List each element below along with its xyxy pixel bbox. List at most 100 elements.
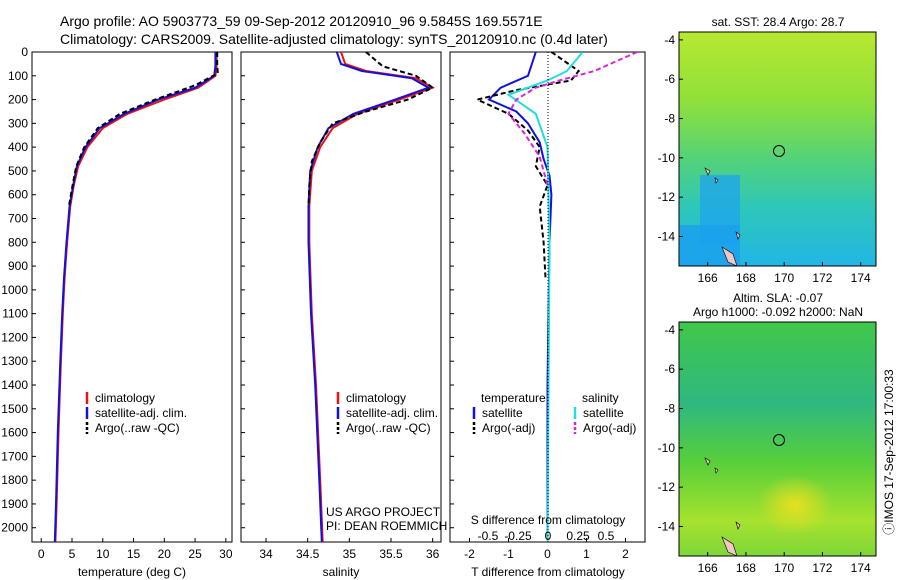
lon-tick-label: 170 <box>774 561 794 575</box>
lat-tick-label: -14 <box>658 520 676 534</box>
series-satellite-adj <box>53 52 217 542</box>
depth-tick-label: 700 <box>8 212 28 226</box>
lat-tick-label: -6 <box>664 72 675 86</box>
depth-tick-label: 2000 <box>1 521 28 535</box>
lat-tick-label: -6 <box>664 362 675 376</box>
s-diff-tick-label: 0 <box>545 529 552 543</box>
depth-axis: 0 100 200 300 400 500 600 700 800 900 1000 1100 1200… <box>1 45 454 535</box>
x-tick-label: 0 <box>544 547 551 561</box>
legend-climatology: climatology <box>95 391 155 405</box>
series-temp-argo <box>474 52 581 279</box>
series-satellite-adj <box>307 52 431 542</box>
lon-tick-label: 170 <box>774 271 794 285</box>
legend-satellite: satellite-adj. clim. <box>95 406 187 420</box>
legend-climatology: climatology <box>346 391 406 405</box>
lon-tick-label: 174 <box>851 271 871 285</box>
depth-tick-label: 1500 <box>1 402 28 416</box>
argo-location-marker <box>773 434 785 446</box>
series-sal-argo <box>507 52 638 186</box>
s-difference-label: S difference from climatology <box>471 513 626 527</box>
argo-location-marker <box>773 145 785 157</box>
depth-tick-label: 1100 <box>2 307 28 321</box>
map-top-frame <box>678 31 877 267</box>
series-argo <box>67 52 219 207</box>
lat-tick-label: -10 <box>658 441 676 455</box>
x-tick-label: 35 <box>343 547 357 561</box>
map-top-axes: -4 -6 -8 -10 -12 -14 166 168 170 172 174 <box>658 33 871 285</box>
salinity-panel-frame <box>240 51 442 543</box>
x-tick-label: -2 <box>464 547 475 561</box>
lon-tick-label: 166 <box>698 561 718 575</box>
salinity-series <box>307 52 436 542</box>
lon-tick-label: 172 <box>812 561 832 575</box>
map-bottom: -4 -6 -8 -10 -12 -14 166 168 170 172 174 <box>658 321 877 575</box>
series-argo <box>307 52 435 207</box>
map-bottom-title-line2: Argo h1000: -0.092 h2000: NaN <box>693 305 863 319</box>
salinity-x-axis: 34 34.5 35 35.5 36 <box>259 538 440 561</box>
legend-sal-argo: Argo(-adj) <box>583 421 636 435</box>
credit-pi: PI: DEAN ROEMMICH <box>326 519 447 533</box>
legend-argo: Argo(..raw -QC) <box>95 421 180 435</box>
difference-legend: temperature salinity satellite Argo(-adj… <box>472 391 636 435</box>
series-climatology <box>54 52 218 542</box>
depth-tick-label: 1800 <box>1 473 28 487</box>
x-tick-label: -1 <box>503 547 514 561</box>
x-tick-label: 10 <box>96 547 110 561</box>
map-bottom-frame <box>678 321 877 557</box>
x-tick-label: 2 <box>622 547 629 561</box>
lat-tick-label: -4 <box>664 33 675 47</box>
imos-timestamp: ⓘIMOS 17-Sep-2012 17:00:33 <box>882 369 896 535</box>
depth-tick-label: 1600 <box>1 426 28 440</box>
x-tick-label: 30 <box>219 547 233 561</box>
x-tick-label: 20 <box>158 547 172 561</box>
island-icon <box>704 457 741 530</box>
s-difference-ticks: -0.5 -0.25 0 0.25 0.5 <box>478 529 615 543</box>
depth-tick-label: 600 <box>8 188 28 202</box>
x-tick-label: 5 <box>69 547 76 561</box>
lat-tick-label: -12 <box>658 190 676 204</box>
temperature-legend: climatology satellite-adj. clim. Argo(..… <box>85 391 187 435</box>
lat-tick-label: -4 <box>664 323 675 337</box>
legend-sal-satellite: satellite <box>583 406 624 420</box>
depth-tick-label: 400 <box>8 140 28 154</box>
sla-high-spot <box>757 475 833 535</box>
plot-title-line2: Climatology: CARS2009. Satellite-adjuste… <box>60 31 608 47</box>
depth-tick-label: 1400 <box>1 378 28 392</box>
lat-tick-label: -14 <box>658 230 676 244</box>
series-climatology <box>308 52 436 542</box>
s-diff-tick-label: 0.25 <box>566 529 590 543</box>
salinity-x-label: salinity <box>323 565 360 579</box>
series-temp-satellite <box>487 52 553 542</box>
depth-tick-label: 0 <box>21 45 28 59</box>
lon-tick-label: 168 <box>736 561 756 575</box>
x-tick-label: 25 <box>188 547 202 561</box>
depth-tick-label: 200 <box>8 93 28 107</box>
s-diff-tick-label: -0.5 <box>478 529 499 543</box>
x-tick-label: 34 <box>259 547 273 561</box>
x-tick-label: 36 <box>426 547 440 561</box>
depth-tick-label: 300 <box>8 116 28 130</box>
salinity-legend: climatology satellite-adj. clim. Argo(..… <box>326 391 447 533</box>
depth-tick-label: 1700 <box>1 449 28 463</box>
depth-tick-label: 1900 <box>1 497 28 511</box>
temperature-x-label: temperature (deg C) <box>78 565 186 579</box>
legend-argo: Argo(..raw -QC) <box>346 421 431 435</box>
credit-project: US ARGO PROJECT <box>326 505 441 519</box>
lon-tick-label: 166 <box>698 271 718 285</box>
difference-x-label: T difference from climatology <box>471 565 625 579</box>
depth-tick-label: 1000 <box>1 283 28 297</box>
lat-tick-label: -12 <box>658 480 676 494</box>
s-diff-tick-label: 0.5 <box>598 529 615 543</box>
x-tick-label: 1 <box>583 547 590 561</box>
temperature-panel-frame <box>31 51 233 543</box>
depth-tick-label: 1200 <box>1 330 28 344</box>
temperature-series <box>53 52 219 542</box>
lat-tick-label: -8 <box>664 402 675 416</box>
plot-title-line1: Argo profile: AO 5903773_59 09-Sep-2012 … <box>60 13 543 29</box>
lat-tick-label: -8 <box>664 112 675 126</box>
legend-satellite: satellite-adj. clim. <box>346 406 438 420</box>
difference-series <box>474 52 638 542</box>
map-top: -4 -6 -8 -10 -12 -14 166 168 170 172 174 <box>658 31 877 285</box>
depth-tick-label: 800 <box>8 235 28 249</box>
